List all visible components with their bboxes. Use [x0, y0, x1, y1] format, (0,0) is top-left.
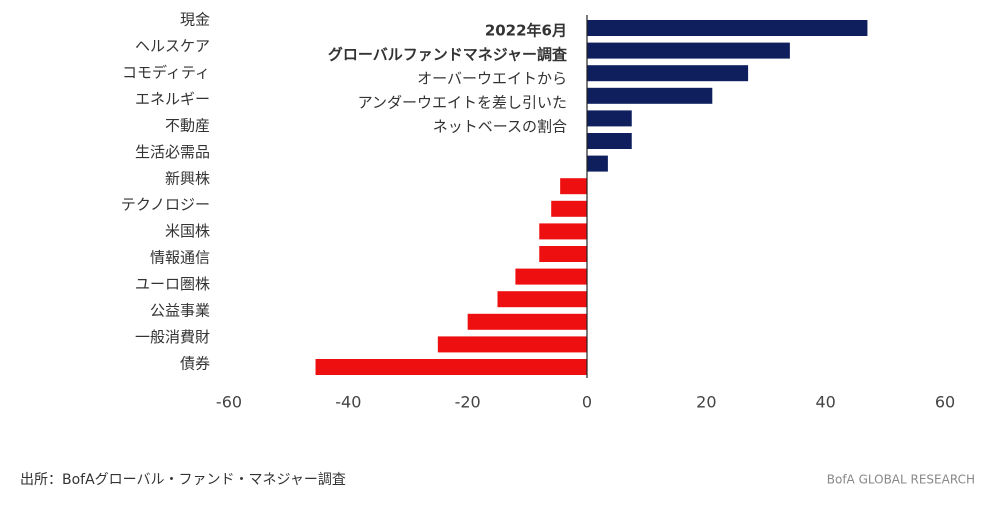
- y-tick-label: テクノロジー: [121, 196, 210, 214]
- brand: BofA GLOBAL RESEARCH: [827, 473, 975, 487]
- x-tick-label: 20: [696, 393, 716, 412]
- bar: [587, 133, 632, 149]
- bar: [437, 336, 587, 353]
- y-tick-label: コモディティ: [122, 63, 210, 81]
- y-tick-label: 不動産: [165, 116, 210, 134]
- bar: [587, 110, 632, 127]
- bar: [560, 178, 587, 195]
- annotation: グローバルファンドマネジャー調査: [328, 46, 568, 64]
- x-tick-label: -40: [335, 393, 361, 412]
- y-tick-label: 一般消費財: [135, 328, 210, 346]
- annotation: ネットベースの割合: [433, 118, 567, 136]
- bar: [515, 268, 587, 285]
- bar: [315, 359, 587, 375]
- y-tick-label: 現金: [180, 11, 210, 29]
- y-tick-label: 情報通信: [150, 249, 210, 267]
- x-tick-label: 0: [582, 393, 592, 412]
- annotation: オーバーウエイトから: [417, 70, 567, 88]
- bar: [587, 155, 608, 172]
- x-tick-label: 60: [935, 393, 955, 412]
- x-tick-label: -20: [455, 393, 481, 412]
- bar: [587, 87, 713, 104]
- x-tick-label: 40: [815, 393, 835, 412]
- y-tick-label: 債券: [180, 355, 210, 373]
- bar: [587, 20, 868, 36]
- bar: [587, 42, 790, 59]
- y-tick-label: 米国株: [165, 222, 210, 240]
- bar: [539, 223, 587, 240]
- x-tick-label: -60: [216, 393, 242, 412]
- source-note: 出所：BofAグローバル・ファンド・マネジャー調査: [20, 472, 346, 488]
- y-tick-label: ユーロ圏株: [135, 275, 210, 293]
- bar: [551, 200, 587, 217]
- y-tick-label: 生活必需品: [135, 143, 210, 161]
- y-tick-label: 公益事業: [150, 302, 210, 320]
- bar: [539, 246, 587, 262]
- y-tick-label: ヘルスケア: [135, 37, 210, 55]
- bar: [497, 291, 587, 308]
- bar: [467, 313, 587, 330]
- bar: [587, 65, 749, 82]
- annotation: アンダーウエイトを差し引いた: [358, 94, 567, 112]
- y-tick-label: エネルギー: [135, 90, 210, 108]
- annotation: 2022年6月: [485, 22, 567, 40]
- y-tick-label: 新興株: [165, 169, 210, 187]
